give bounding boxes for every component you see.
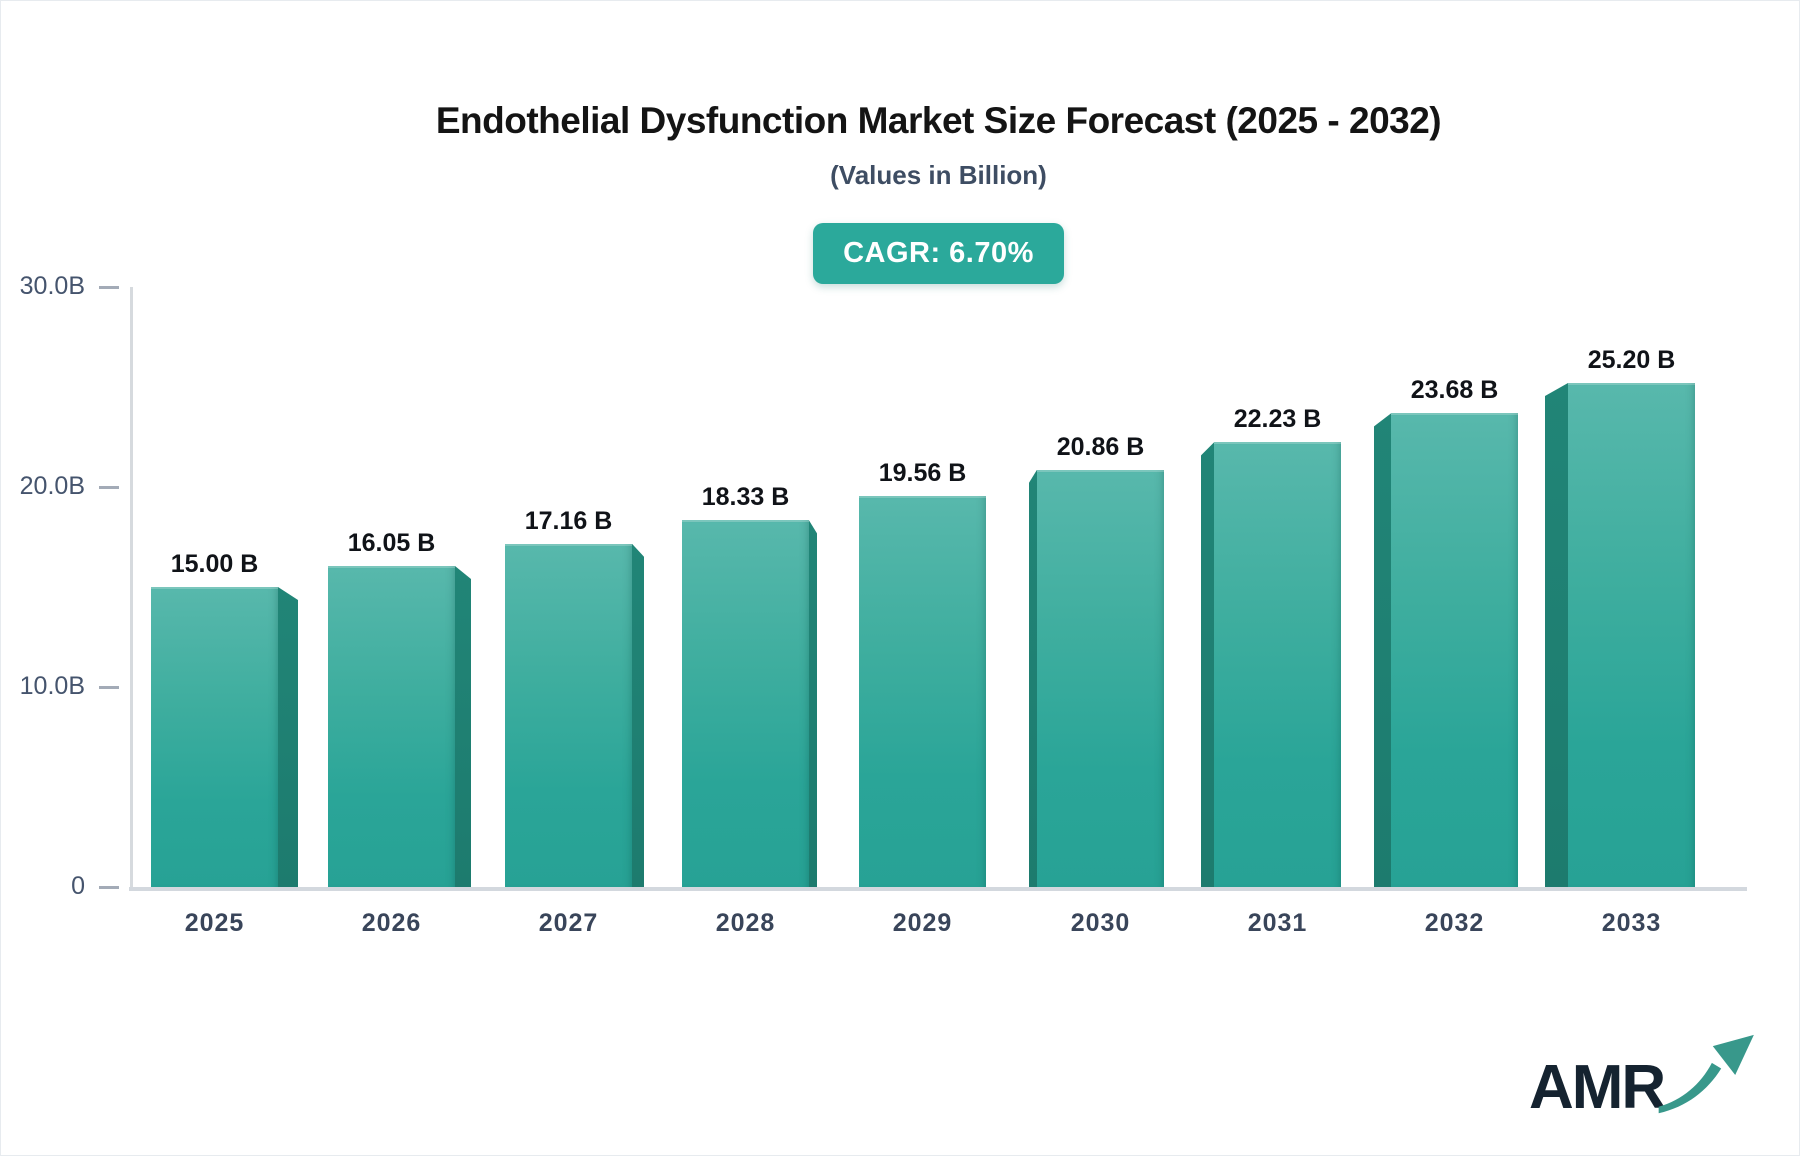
bar-value-label: 17.16 B bbox=[524, 506, 613, 535]
y-tick-mark bbox=[99, 286, 119, 289]
x-axis-label: 2031 bbox=[1247, 909, 1308, 937]
x-axis-label: 2030 bbox=[1070, 909, 1131, 937]
chart-title: Endothelial Dysfunction Market Size Fore… bbox=[435, 100, 1442, 141]
bar-value-label: 15.00 B bbox=[170, 550, 259, 578]
x-axis-label: 2027 bbox=[538, 909, 599, 937]
bar-value-label: 23.68 B bbox=[1410, 376, 1499, 405]
bar-value-label: 25.20 B bbox=[1587, 346, 1676, 374]
bar-value-label: 18.33 B bbox=[701, 483, 790, 512]
bar bbox=[859, 495, 986, 887]
chart-subtitle: (Values in Billion) bbox=[830, 160, 1047, 190]
y-tick-mark bbox=[99, 686, 119, 689]
x-axis-label: 2029 bbox=[892, 909, 953, 937]
x-axis-baseline bbox=[129, 887, 1747, 891]
amr-logo: AMR bbox=[1529, 1033, 1762, 1119]
y-tick-label: 0 bbox=[71, 872, 85, 900]
bar bbox=[1391, 413, 1518, 887]
bar bbox=[1568, 383, 1695, 887]
bar-3d-side bbox=[809, 520, 817, 887]
bar bbox=[505, 543, 632, 887]
bar bbox=[328, 566, 455, 887]
y-tick-label: 20.0B bbox=[19, 472, 85, 500]
cagr-badge-row: CAGR: 6.70% bbox=[131, 223, 1746, 284]
bar-3d-side bbox=[278, 587, 298, 887]
bar-value-label: 22.23 B bbox=[1233, 405, 1322, 434]
x-axis-label: 2032 bbox=[1424, 909, 1485, 937]
bar-3d-side bbox=[1374, 413, 1391, 887]
bar-value-label: 16.05 B bbox=[347, 529, 436, 557]
y-tick-mark bbox=[99, 886, 119, 889]
bar-3d-side bbox=[632, 543, 644, 887]
x-axis-label: 2033 bbox=[1601, 909, 1662, 937]
bar bbox=[151, 587, 278, 887]
x-axis-label: 2026 bbox=[361, 909, 422, 937]
y-tick-mark bbox=[99, 486, 119, 489]
bar-3d-side bbox=[1029, 469, 1037, 887]
y-tick-label: 30.0B bbox=[19, 272, 85, 300]
bar-3d-side bbox=[455, 566, 471, 887]
bar-value-label: 19.56 B bbox=[878, 458, 967, 487]
growth-arrow-icon bbox=[1658, 1034, 1755, 1114]
bar-value-label: 20.86 B bbox=[1056, 432, 1145, 461]
bar bbox=[682, 520, 809, 887]
amr-logo-text: AMR bbox=[1529, 1053, 1666, 1122]
cagr-badge: CAGR: 6.70% bbox=[813, 223, 1064, 284]
bar-3d-side bbox=[1545, 383, 1568, 887]
bar-3d-side bbox=[1201, 442, 1214, 887]
bar bbox=[1037, 469, 1164, 887]
bar bbox=[1214, 442, 1341, 887]
x-axis-label: 2028 bbox=[715, 909, 776, 937]
x-axis-label: 2025 bbox=[184, 909, 245, 937]
y-tick-label: 10.0B bbox=[19, 672, 85, 700]
y-axis-line bbox=[130, 287, 133, 887]
